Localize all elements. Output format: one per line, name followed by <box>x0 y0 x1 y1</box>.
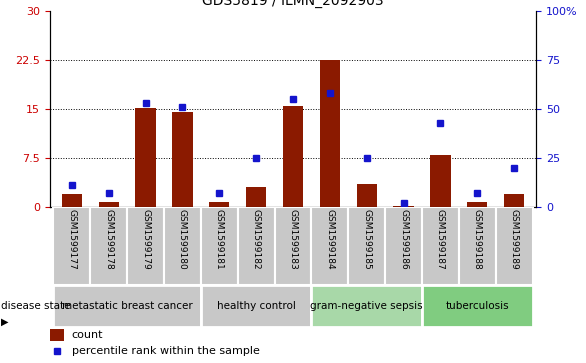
Bar <box>90 207 127 285</box>
Text: ▶: ▶ <box>1 317 8 327</box>
Title: GDS5819 / ILMN_2092903: GDS5819 / ILMN_2092903 <box>202 0 384 8</box>
Bar <box>496 207 533 285</box>
Text: disease state: disease state <box>1 301 70 311</box>
Bar <box>201 207 238 285</box>
Bar <box>459 207 496 285</box>
Bar <box>430 155 451 207</box>
Bar <box>50 329 64 341</box>
Bar <box>283 106 303 207</box>
Bar <box>311 207 348 285</box>
Bar <box>275 207 311 285</box>
Bar <box>127 207 164 285</box>
Bar <box>393 205 414 207</box>
Text: GSM1599188: GSM1599188 <box>473 209 482 270</box>
Bar <box>311 285 422 327</box>
Text: GSM1599178: GSM1599178 <box>104 209 113 270</box>
Text: gram-negative sepsis: gram-negative sepsis <box>311 301 423 311</box>
Bar <box>422 285 533 327</box>
Bar <box>385 207 422 285</box>
Text: GSM1599186: GSM1599186 <box>399 209 408 270</box>
Text: GSM1599187: GSM1599187 <box>436 209 445 270</box>
Bar <box>422 207 459 285</box>
Text: count: count <box>71 330 103 340</box>
Bar <box>201 285 311 327</box>
Bar <box>467 202 488 207</box>
Bar <box>62 194 82 207</box>
Text: GSM1599181: GSM1599181 <box>215 209 224 270</box>
Bar <box>356 184 377 207</box>
Bar <box>164 207 201 285</box>
Bar <box>98 202 119 207</box>
Bar <box>53 207 90 285</box>
Text: healthy control: healthy control <box>217 301 295 311</box>
Text: tuberculosis: tuberculosis <box>445 301 509 311</box>
Text: percentile rank within the sample: percentile rank within the sample <box>71 346 260 356</box>
Text: GSM1599183: GSM1599183 <box>288 209 298 270</box>
Bar <box>238 207 275 285</box>
Text: GSM1599189: GSM1599189 <box>510 209 519 270</box>
Text: GSM1599182: GSM1599182 <box>251 209 261 270</box>
Text: GSM1599177: GSM1599177 <box>67 209 76 270</box>
Bar <box>135 107 156 207</box>
Text: GSM1599185: GSM1599185 <box>362 209 371 270</box>
Bar <box>53 285 201 327</box>
Text: GSM1599184: GSM1599184 <box>325 209 335 270</box>
Bar <box>172 112 193 207</box>
Bar <box>246 187 266 207</box>
Text: metastatic breast cancer: metastatic breast cancer <box>62 301 193 311</box>
Text: GSM1599180: GSM1599180 <box>178 209 187 270</box>
Text: GSM1599179: GSM1599179 <box>141 209 150 270</box>
Bar <box>320 60 340 207</box>
Bar <box>348 207 385 285</box>
Bar <box>504 194 524 207</box>
Bar <box>209 202 230 207</box>
